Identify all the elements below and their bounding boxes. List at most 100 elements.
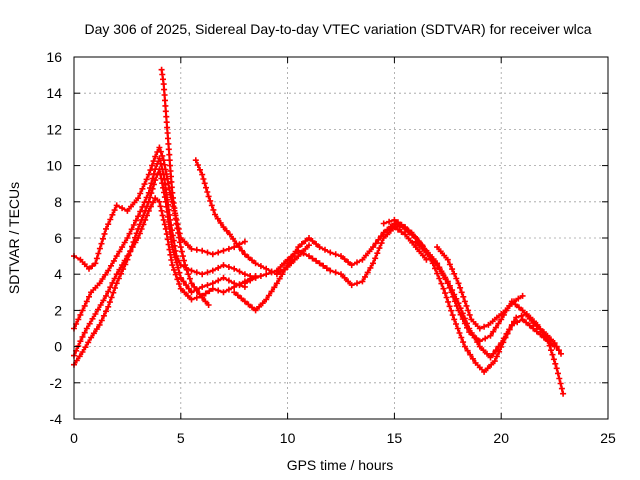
data-point: [179, 253, 186, 260]
data-point: [241, 280, 248, 287]
data-point: [443, 294, 450, 301]
data-point: [133, 230, 140, 237]
data-point: [459, 310, 466, 317]
data-point: [83, 325, 90, 332]
data-point: [245, 301, 252, 308]
data-point: [544, 337, 551, 344]
data-point: [555, 347, 562, 354]
data-point: [519, 316, 526, 323]
data-point: [162, 97, 168, 104]
data-point: [440, 285, 447, 292]
data-point: [472, 359, 479, 366]
data-point: [204, 249, 211, 256]
data-point: [176, 239, 183, 246]
data-point: [558, 350, 564, 357]
data-point: [439, 270, 446, 277]
data-point: [135, 195, 142, 202]
data-point: [199, 271, 206, 278]
data-point: [488, 361, 495, 368]
data-point: [557, 380, 564, 387]
data-point: [263, 296, 270, 303]
data-point: [96, 245, 103, 252]
data-point: [209, 251, 216, 258]
data-point: [163, 231, 170, 238]
data-point: [231, 289, 238, 296]
data-point: [167, 162, 174, 169]
data-point: [202, 290, 209, 297]
data-point: [132, 234, 138, 241]
data-point: [252, 307, 259, 314]
data-point: [306, 242, 312, 249]
data-point: [392, 224, 399, 231]
data-point: [188, 289, 195, 296]
data-point: [454, 325, 461, 332]
data-point: [196, 291, 203, 298]
data-point: [490, 350, 497, 357]
data-point: [81, 302, 88, 309]
series-satellite-track-11: [412, 238, 558, 361]
data-point: [103, 225, 109, 232]
data-point: [271, 284, 278, 291]
data-point: [135, 213, 142, 220]
data-point: [464, 320, 470, 327]
data-point: [380, 220, 387, 227]
data-point: [162, 225, 169, 232]
data-point: [194, 162, 201, 168]
data-point: [338, 271, 344, 278]
data-point: [124, 235, 131, 241]
data-point: [95, 306, 101, 313]
data-point: [455, 300, 462, 307]
data-point: [245, 254, 252, 261]
data-point: [116, 248, 123, 255]
data-point: [159, 212, 166, 219]
data-point: [119, 205, 126, 212]
data-point: [453, 275, 460, 282]
data-point: [160, 216, 167, 223]
data-point: [140, 212, 147, 219]
data-point: [551, 343, 558, 350]
data-point: [518, 312, 525, 319]
data-point: [105, 288, 112, 295]
series-group: [71, 66, 567, 397]
data-point: [214, 215, 221, 222]
data-point: [184, 292, 191, 299]
data-point: [513, 314, 520, 321]
data-point: [157, 148, 164, 155]
data-point: [110, 289, 117, 296]
data-point: [457, 305, 464, 312]
x-tick-label: 0: [70, 430, 78, 446]
data-point: [273, 267, 280, 274]
data-point: [448, 307, 455, 314]
data-point: [460, 293, 467, 300]
data-point: [416, 248, 423, 255]
data-point: [467, 351, 474, 358]
data-point: [156, 198, 163, 205]
data-point: [313, 257, 320, 264]
y-tick-label: 12: [46, 121, 62, 137]
data-point: [131, 199, 138, 206]
data-point: [332, 251, 339, 258]
series-line: [389, 224, 565, 395]
data-point: [553, 365, 560, 372]
data-point: [298, 241, 305, 247]
data-point: [178, 248, 185, 255]
data-point: [83, 298, 90, 305]
data-point: [156, 155, 163, 162]
data-point: [92, 284, 99, 291]
data-point: [456, 330, 463, 336]
data-point: [79, 307, 86, 314]
data-point: [519, 292, 526, 299]
data-point: [171, 205, 178, 212]
data-point: [188, 267, 195, 274]
data-point: [220, 274, 227, 281]
data-point: [320, 262, 327, 269]
data-point: [537, 326, 544, 332]
data-point: [130, 222, 137, 228]
data-point: [199, 283, 206, 290]
data-point: [177, 274, 184, 281]
data-point: [215, 264, 222, 271]
data-point: [476, 364, 483, 371]
data-point: [207, 197, 214, 204]
data-point: [162, 108, 169, 115]
data-point: [474, 339, 481, 346]
